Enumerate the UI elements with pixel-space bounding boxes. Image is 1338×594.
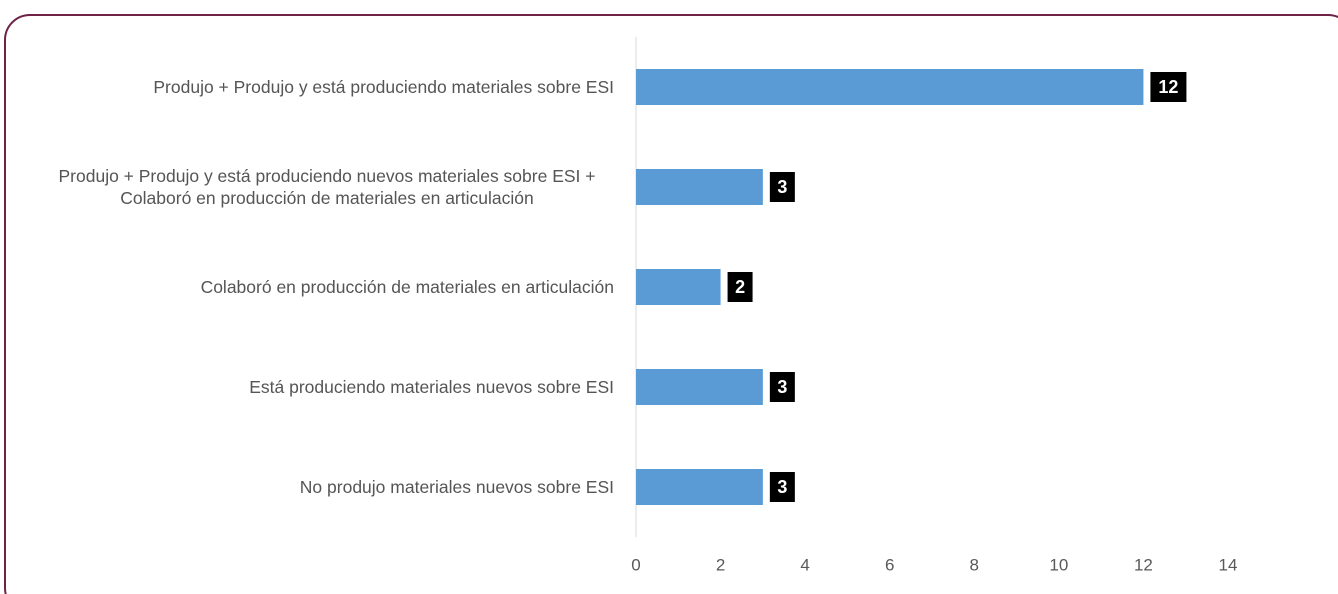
x-tick-label: 14	[1219, 555, 1238, 574]
y-tick-label: Produjo + Produjo y está produciendo mat…	[40, 76, 614, 98]
x-tick-label: 10	[1049, 555, 1068, 574]
y-tick-text: Produjo + Produjo y está produciendo mat…	[153, 77, 614, 97]
x-tick-label: 4	[800, 555, 809, 574]
data-label-box	[1150, 72, 1187, 102]
y-tick-label: Produjo + Produjo y está produciendo nue…	[40, 165, 614, 209]
x-tick-label: 0	[631, 555, 640, 574]
bar	[636, 469, 763, 505]
y-tick-label: Está produciendo materiales nuevos sobre…	[40, 376, 614, 398]
y-tick-text: Produjo + Produjo y está produciendo nue…	[58, 166, 596, 208]
data-label-box	[727, 272, 753, 302]
data-label-box	[769, 372, 795, 402]
data-label: 2	[735, 277, 745, 297]
data-label: 3	[777, 477, 787, 497]
data-label: 12	[1158, 77, 1178, 97]
frame	[4, 14, 1338, 594]
x-tick-label: 8	[970, 555, 979, 574]
y-tick-text: No produjo materiales nuevos sobre ESI	[299, 477, 614, 497]
data-label: 3	[777, 377, 787, 397]
y-tick-label: Colaboró en producción de materiales en …	[40, 276, 614, 298]
data-label-box	[769, 472, 795, 502]
bar	[636, 269, 721, 305]
bar	[636, 69, 1144, 105]
data-label: 3	[777, 177, 787, 197]
y-tick-text: Está produciendo materiales nuevos sobre…	[249, 377, 614, 397]
x-tick-label: 6	[885, 555, 894, 574]
data-label-box	[769, 172, 795, 202]
bar	[636, 169, 763, 205]
bar	[636, 369, 763, 405]
y-tick-text: Colaboró en producción de materiales en …	[200, 277, 614, 297]
y-tick-label: No produjo materiales nuevos sobre ESI	[40, 476, 614, 498]
x-tick-label: 12	[1134, 555, 1153, 574]
x-tick-label: 2	[716, 555, 725, 574]
